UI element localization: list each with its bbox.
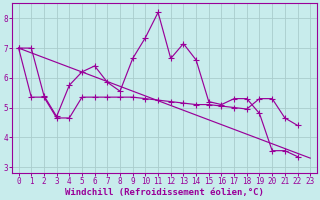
X-axis label: Windchill (Refroidissement éolien,°C): Windchill (Refroidissement éolien,°C) [65, 188, 264, 197]
